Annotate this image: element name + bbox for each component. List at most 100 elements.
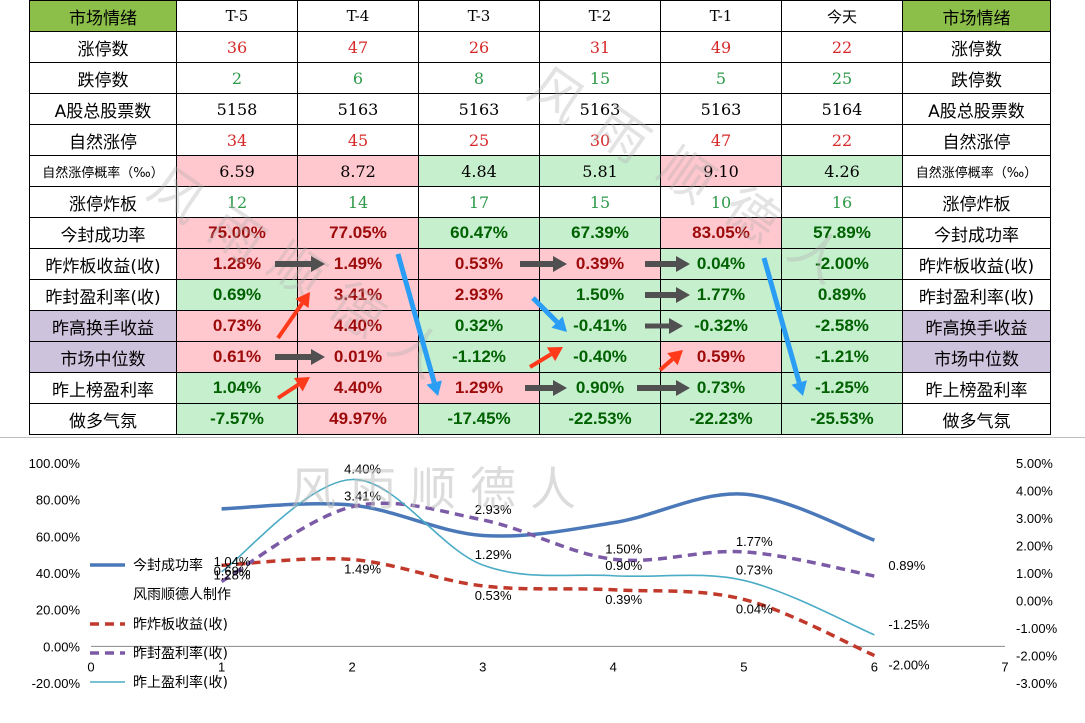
data-label: -1.25% [888, 617, 930, 632]
row-label: 昨炸板收益(收) [902, 248, 1051, 280]
header-cell: 今天 [781, 0, 903, 32]
table-row: 昨封盈利率(收) 0.69% 3.41% 2.93% 1.50% 1.77% 0.89% 昨封… [29, 279, 1051, 311]
data-cell: -25.53% [781, 403, 903, 435]
data-cell: 2.93% [418, 279, 540, 311]
data-cell: 0.04% [660, 248, 782, 280]
row-label: 涨停数 [902, 31, 1051, 63]
right-axis-tick: 4.00% [1016, 484, 1053, 499]
data-cell: 67.39% [539, 217, 661, 249]
data-cell: 2 [176, 62, 298, 94]
right-axis-tick: -3.00% [1016, 676, 1058, 691]
series-line [221, 492, 876, 542]
left-axis-tick: 60.00% [36, 529, 81, 544]
data-cell: 5163 [539, 93, 661, 125]
x-axis-tick: 4 [610, 659, 617, 674]
data-cell: 31 [539, 31, 661, 63]
table-row: 自然涨停概率（‰） 6.59 8.72 4.84 5.81 9.10 4.26 自然涨停概率（… [29, 155, 1051, 187]
header-cell: T-4 [297, 0, 419, 32]
legend-label: 昨炸板收益(收) [133, 617, 228, 633]
data-cell: -2.58% [781, 310, 903, 342]
data-cell: 5.81 [539, 155, 661, 187]
row-label: 涨停炸板 [29, 186, 177, 218]
row-label: 自然涨停 [29, 124, 177, 156]
data-cell: -0.41% [539, 310, 661, 342]
right-axis-tick: 3.00% [1016, 511, 1053, 526]
row-label: 自然涨停概率（‰） [29, 155, 177, 187]
data-cell: 12 [176, 186, 298, 218]
row-label: 做多气氛 [29, 403, 177, 435]
data-cell: 22 [781, 124, 903, 156]
x-axis-tick: 0 [87, 659, 94, 674]
data-cell: 5163 [660, 93, 782, 125]
watermark-chart: 风雨顺德人 [290, 462, 590, 516]
data-cell: 47 [660, 124, 782, 156]
table-row: 昨高换手收益 0.73% 4.40% 0.32% -0.41% -0.32% -2.58% 昨… [29, 310, 1051, 342]
data-cell: 83.05% [660, 217, 782, 249]
data-label: 3.41% [344, 489, 381, 504]
data-label: 0.04% [736, 601, 773, 616]
data-cell: -2.00% [781, 248, 903, 280]
right-axis-tick: 0.00% [1016, 594, 1053, 609]
left-axis-tick: 80.00% [36, 493, 81, 508]
data-cell: 0.59% [660, 341, 782, 373]
x-axis-tick: 2 [349, 659, 356, 674]
row-label: 昨炸板收益(收) [29, 248, 177, 280]
data-cell: 1.50% [539, 279, 661, 311]
data-cell: 34 [176, 124, 298, 156]
data-cell: 60.47% [418, 217, 540, 249]
data-cell: -7.57% [176, 403, 298, 435]
row-label: 昨封盈利率(收) [29, 279, 177, 311]
table-row: 今封成功率 75.00% 77.05% 60.47% 67.39% 83.05% 57.89… [29, 217, 1051, 249]
row-label: 今封成功率 [29, 217, 177, 249]
row-label: 昨封盈利率(收) [902, 279, 1051, 311]
data-label: 1.49% [344, 562, 381, 577]
data-cell: 4.26 [781, 155, 903, 187]
left-axis-tick: 100.00% [29, 456, 81, 471]
data-cell: 5163 [297, 93, 419, 125]
data-cell: 1.49% [297, 248, 419, 280]
data-cell: 26 [418, 31, 540, 63]
row-label: 涨停炸板 [902, 186, 1051, 218]
data-cell: 45 [297, 124, 419, 156]
data-label: 4.40% [344, 462, 381, 477]
header-cell: T-2 [539, 0, 661, 32]
legend-label: 昨封盈利率(收) [133, 645, 228, 662]
data-label: 1.29% [475, 547, 512, 562]
x-axis-tick: 7 [1001, 659, 1008, 674]
data-cell: -0.40% [539, 341, 661, 373]
right-axis-tick: 5.00% [1016, 456, 1053, 471]
data-cell: 75.00% [176, 217, 298, 249]
row-label: 跌停数 [902, 62, 1051, 94]
row-label: 跌停数 [29, 62, 177, 94]
series-line [221, 478, 875, 636]
data-cell: 0.61% [176, 341, 298, 373]
data-cell: 6.59 [176, 155, 298, 187]
data-cell: 4.84 [418, 155, 540, 187]
data-cell: -1.25% [781, 372, 903, 404]
data-cell: 4.40% [297, 310, 419, 342]
data-cell: 1.29% [418, 372, 540, 404]
header-cell: T-5 [176, 0, 298, 32]
data-cell: 16 [781, 186, 903, 218]
header-row: 市场情绪 T-5 T-4 T-3 T-2 T-1 今天 市场情绪 [29, 0, 1051, 32]
data-label: 1.28% [214, 567, 251, 582]
data-label: 0.89% [888, 558, 925, 573]
data-cell: 47 [297, 31, 419, 63]
data-cell: 3.41% [297, 279, 419, 311]
data-cell: 30 [539, 124, 661, 156]
data-cell: 22 [781, 31, 903, 63]
data-label: 0.90% [605, 558, 642, 573]
data-label: -2.00% [888, 658, 930, 673]
data-cell: 0.73% [176, 310, 298, 342]
data-cell: -22.53% [539, 403, 661, 435]
data-cell: -17.45% [418, 403, 540, 435]
line-chart: 100.00%80.00%60.00%40.00%20.00%0.00%-20.… [29, 456, 1058, 691]
header-cell: 市场情绪 [29, 0, 177, 32]
data-cell: 0.01% [297, 341, 419, 373]
table-row: A股总股票数 5158 5163 5163 5163 5163 5164 A股总股票数 [29, 93, 1051, 125]
row-label: 今封成功率 [902, 217, 1051, 249]
left-axis-tick: 20.00% [36, 603, 81, 618]
data-cell: 1.28% [176, 248, 298, 280]
row-label: 做多气氛 [902, 403, 1051, 435]
data-cell: 15 [539, 186, 661, 218]
